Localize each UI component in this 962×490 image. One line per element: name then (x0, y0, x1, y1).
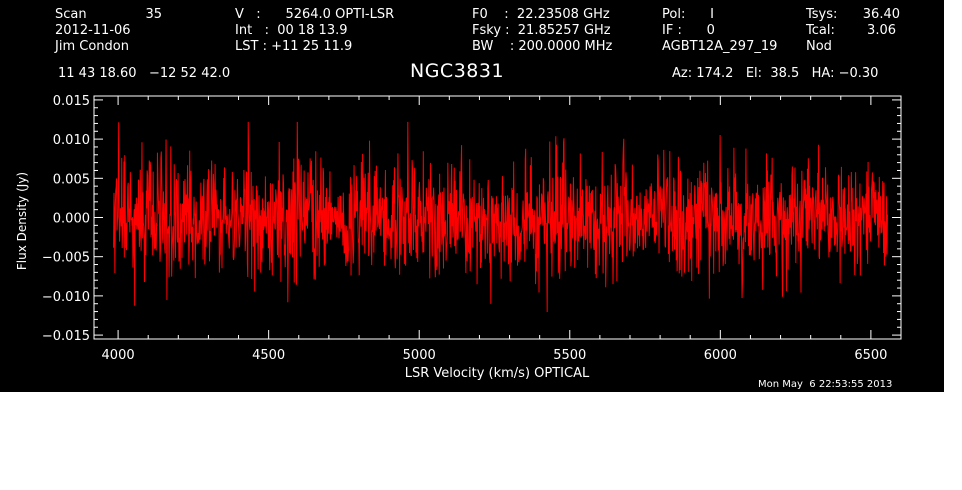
lst-readout: LST : +11 25 11.9 (235, 39, 353, 54)
bandwidth-readout: BW : 200.0000 MHz (472, 39, 613, 54)
x-tick-label: 5000 (403, 348, 436, 363)
x-tick-label: 5500 (553, 348, 586, 363)
fsky-readout: Fsky : 21.85257 GHz (472, 23, 611, 38)
project-id: AGBT12A_297_19 (662, 39, 778, 54)
x-tick-label: 6000 (704, 348, 737, 363)
pointing-readout: Az: 174.2 El: 38.5 HA: −0.30 (672, 66, 879, 81)
spectrum-chart: 4000 4500 5000 5500 6000 6500 −0.015 −0.010 −0.0… (15, 94, 902, 381)
scan-value: 35 (145, 7, 162, 22)
axis-ticks: 4000 4500 5000 5500 6000 6500 −0.015 −0.010 −0.0… (42, 94, 902, 363)
obs-mode: Nod (806, 39, 832, 54)
tcal-label: Tcal: (806, 23, 835, 38)
observer-name: Jim Condon (55, 39, 129, 54)
plot-window: Scan 35 2012-11-06 Jim Condon V : 5264.0… (0, 0, 944, 392)
pol-readout: Pol: I (662, 7, 714, 22)
tsys-label: Tsys: (806, 7, 838, 22)
x-axis-title: LSR Velocity (km/s) OPTICAL (405, 366, 590, 381)
y-tick-label: 0.015 (53, 94, 90, 109)
y-tick-label: 0.000 (53, 212, 90, 227)
velocity-readout: V : 5264.0 OPTI-LSR (235, 7, 395, 22)
if-readout: IF : 0 (662, 23, 715, 38)
tcal-value: 3.06 (867, 23, 896, 38)
spectrum-trace (113, 121, 888, 312)
x-tick-label: 6500 (854, 348, 887, 363)
spectrum-trace-group (113, 121, 888, 312)
f0-readout: F0 : 22.23508 GHz (472, 7, 610, 22)
plot-timestamp: Mon May 6 22:53:55 2013 (758, 379, 893, 390)
y-tick-label: −0.005 (42, 251, 90, 266)
source-name: NGC3831 (410, 60, 505, 82)
x-tick-label: 4500 (252, 348, 285, 363)
y-tick-label: −0.015 (42, 329, 90, 344)
tsys-value: 36.40 (862, 7, 900, 22)
obs-date: 2012-11-06 (55, 23, 131, 38)
y-axis-title: Flux Density (Jy) (15, 172, 29, 270)
y-tick-label: 0.005 (53, 172, 90, 187)
y-tick-label: 0.010 (53, 133, 90, 148)
scan-label: Scan (55, 7, 87, 22)
source-coordinates: 11 43 18.60 −12 52 42.0 (58, 66, 231, 81)
integration-readout: Int : 00 18 13.9 (235, 23, 348, 38)
y-tick-label: −0.010 (42, 290, 90, 305)
x-tick-label: 4000 (102, 348, 135, 363)
